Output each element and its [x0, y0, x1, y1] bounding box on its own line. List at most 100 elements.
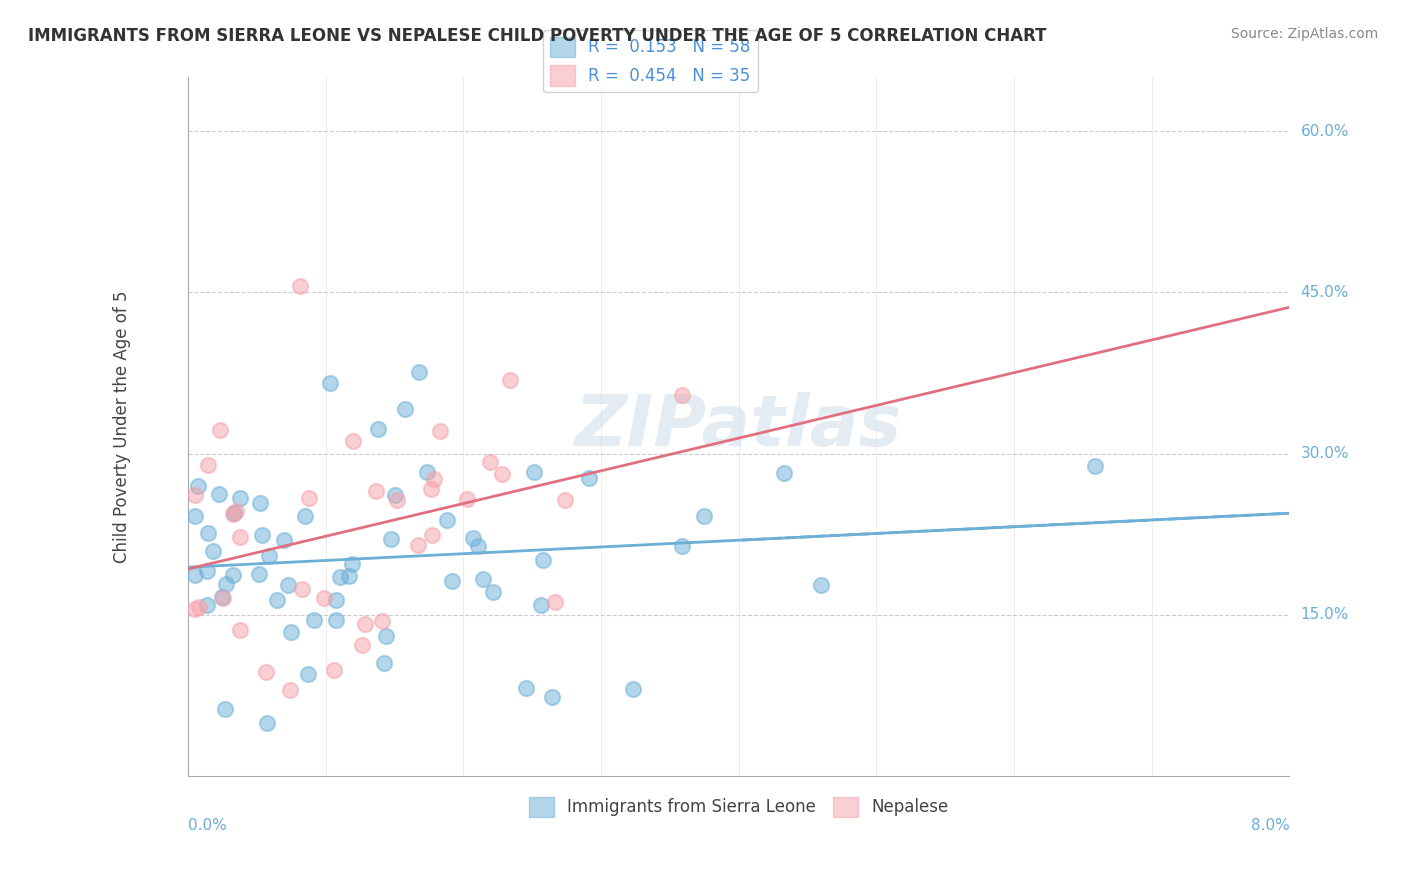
Point: [183, 567, 205, 582]
Point: [228, 530, 250, 544]
Point: [256, 715, 278, 730]
Point: [229, 623, 252, 637]
Point: [515, 681, 537, 695]
Point: [277, 578, 299, 592]
Point: [222, 567, 245, 582]
Point: [544, 595, 567, 609]
Point: [195, 598, 218, 612]
Text: IMMIGRANTS FROM SIERRA LEONE VS NEPALESE CHILD POVERTY UNDER THE AGE OF 5 CORREL: IMMIGRANTS FROM SIERRA LEONE VS NEPALESE…: [28, 27, 1046, 45]
Legend: Immigrants from Sierra Leone, Nepalese: Immigrants from Sierra Leone, Nepalese: [522, 790, 955, 823]
Point: [297, 491, 319, 505]
Point: [364, 483, 387, 498]
Point: [340, 558, 363, 572]
Point: [211, 590, 233, 604]
Point: [266, 592, 288, 607]
Point: [373, 657, 395, 671]
Point: [481, 585, 503, 599]
Point: [429, 424, 451, 438]
Point: [250, 528, 273, 542]
Point: [578, 471, 600, 485]
Point: [387, 493, 409, 508]
Point: [773, 466, 796, 480]
Point: [197, 458, 219, 472]
Point: [222, 507, 245, 521]
Point: [197, 525, 219, 540]
Point: [314, 591, 336, 606]
Point: [371, 614, 394, 628]
Point: [406, 538, 429, 552]
Point: [531, 553, 554, 567]
Point: [499, 373, 522, 387]
Point: [214, 701, 236, 715]
Point: [530, 599, 553, 613]
Point: [394, 402, 416, 417]
Point: [423, 472, 446, 486]
Text: 30.0%: 30.0%: [1301, 446, 1348, 461]
Point: [467, 539, 489, 553]
Point: [671, 388, 693, 402]
Point: [408, 366, 430, 380]
Point: [554, 492, 576, 507]
Text: 8.0%: 8.0%: [1251, 818, 1289, 833]
Point: [384, 488, 406, 502]
Point: [541, 690, 564, 704]
Point: [415, 465, 437, 479]
Point: [523, 465, 546, 479]
Point: [419, 482, 441, 496]
Point: [208, 486, 231, 500]
Point: [456, 492, 478, 507]
Point: [247, 566, 270, 581]
Point: [436, 513, 458, 527]
Point: [325, 613, 347, 627]
Point: [380, 533, 402, 547]
Point: [302, 614, 325, 628]
Point: [329, 570, 352, 584]
Point: [183, 601, 205, 615]
Point: [671, 539, 693, 553]
Point: [183, 508, 205, 523]
Point: [225, 504, 247, 518]
Point: [354, 617, 377, 632]
Point: [288, 278, 311, 293]
Point: [1084, 458, 1107, 473]
Point: [212, 591, 235, 605]
Point: [183, 488, 205, 502]
Point: [222, 507, 245, 521]
Text: 45.0%: 45.0%: [1301, 285, 1348, 300]
Point: [256, 665, 278, 679]
Point: [188, 600, 211, 615]
Point: [323, 663, 346, 677]
Point: [810, 578, 832, 592]
Point: [201, 544, 224, 558]
Point: [297, 667, 319, 681]
Point: [319, 376, 342, 390]
Point: [367, 421, 389, 435]
Point: [479, 455, 502, 469]
Text: Source: ZipAtlas.com: Source: ZipAtlas.com: [1230, 27, 1378, 41]
Point: [280, 624, 302, 639]
Point: [249, 496, 271, 510]
Point: [375, 628, 398, 642]
Point: [420, 528, 443, 542]
Point: [342, 434, 364, 449]
Point: [273, 533, 295, 547]
Point: [209, 423, 232, 437]
Point: [257, 549, 280, 563]
Text: 0.0%: 0.0%: [188, 818, 226, 833]
Point: [350, 638, 373, 652]
Point: [215, 577, 238, 591]
Text: ZIPatlas: ZIPatlas: [575, 392, 903, 461]
Point: [278, 683, 301, 698]
Point: [291, 582, 314, 597]
Point: [693, 509, 716, 524]
Point: [441, 574, 464, 588]
Point: [491, 467, 513, 481]
Point: [463, 531, 485, 545]
Point: [472, 572, 495, 586]
Point: [195, 565, 218, 579]
Text: Child Poverty Under the Age of 5: Child Poverty Under the Age of 5: [112, 291, 131, 563]
Point: [229, 491, 252, 505]
Text: 60.0%: 60.0%: [1301, 124, 1348, 138]
Point: [337, 569, 360, 583]
Point: [621, 682, 644, 697]
